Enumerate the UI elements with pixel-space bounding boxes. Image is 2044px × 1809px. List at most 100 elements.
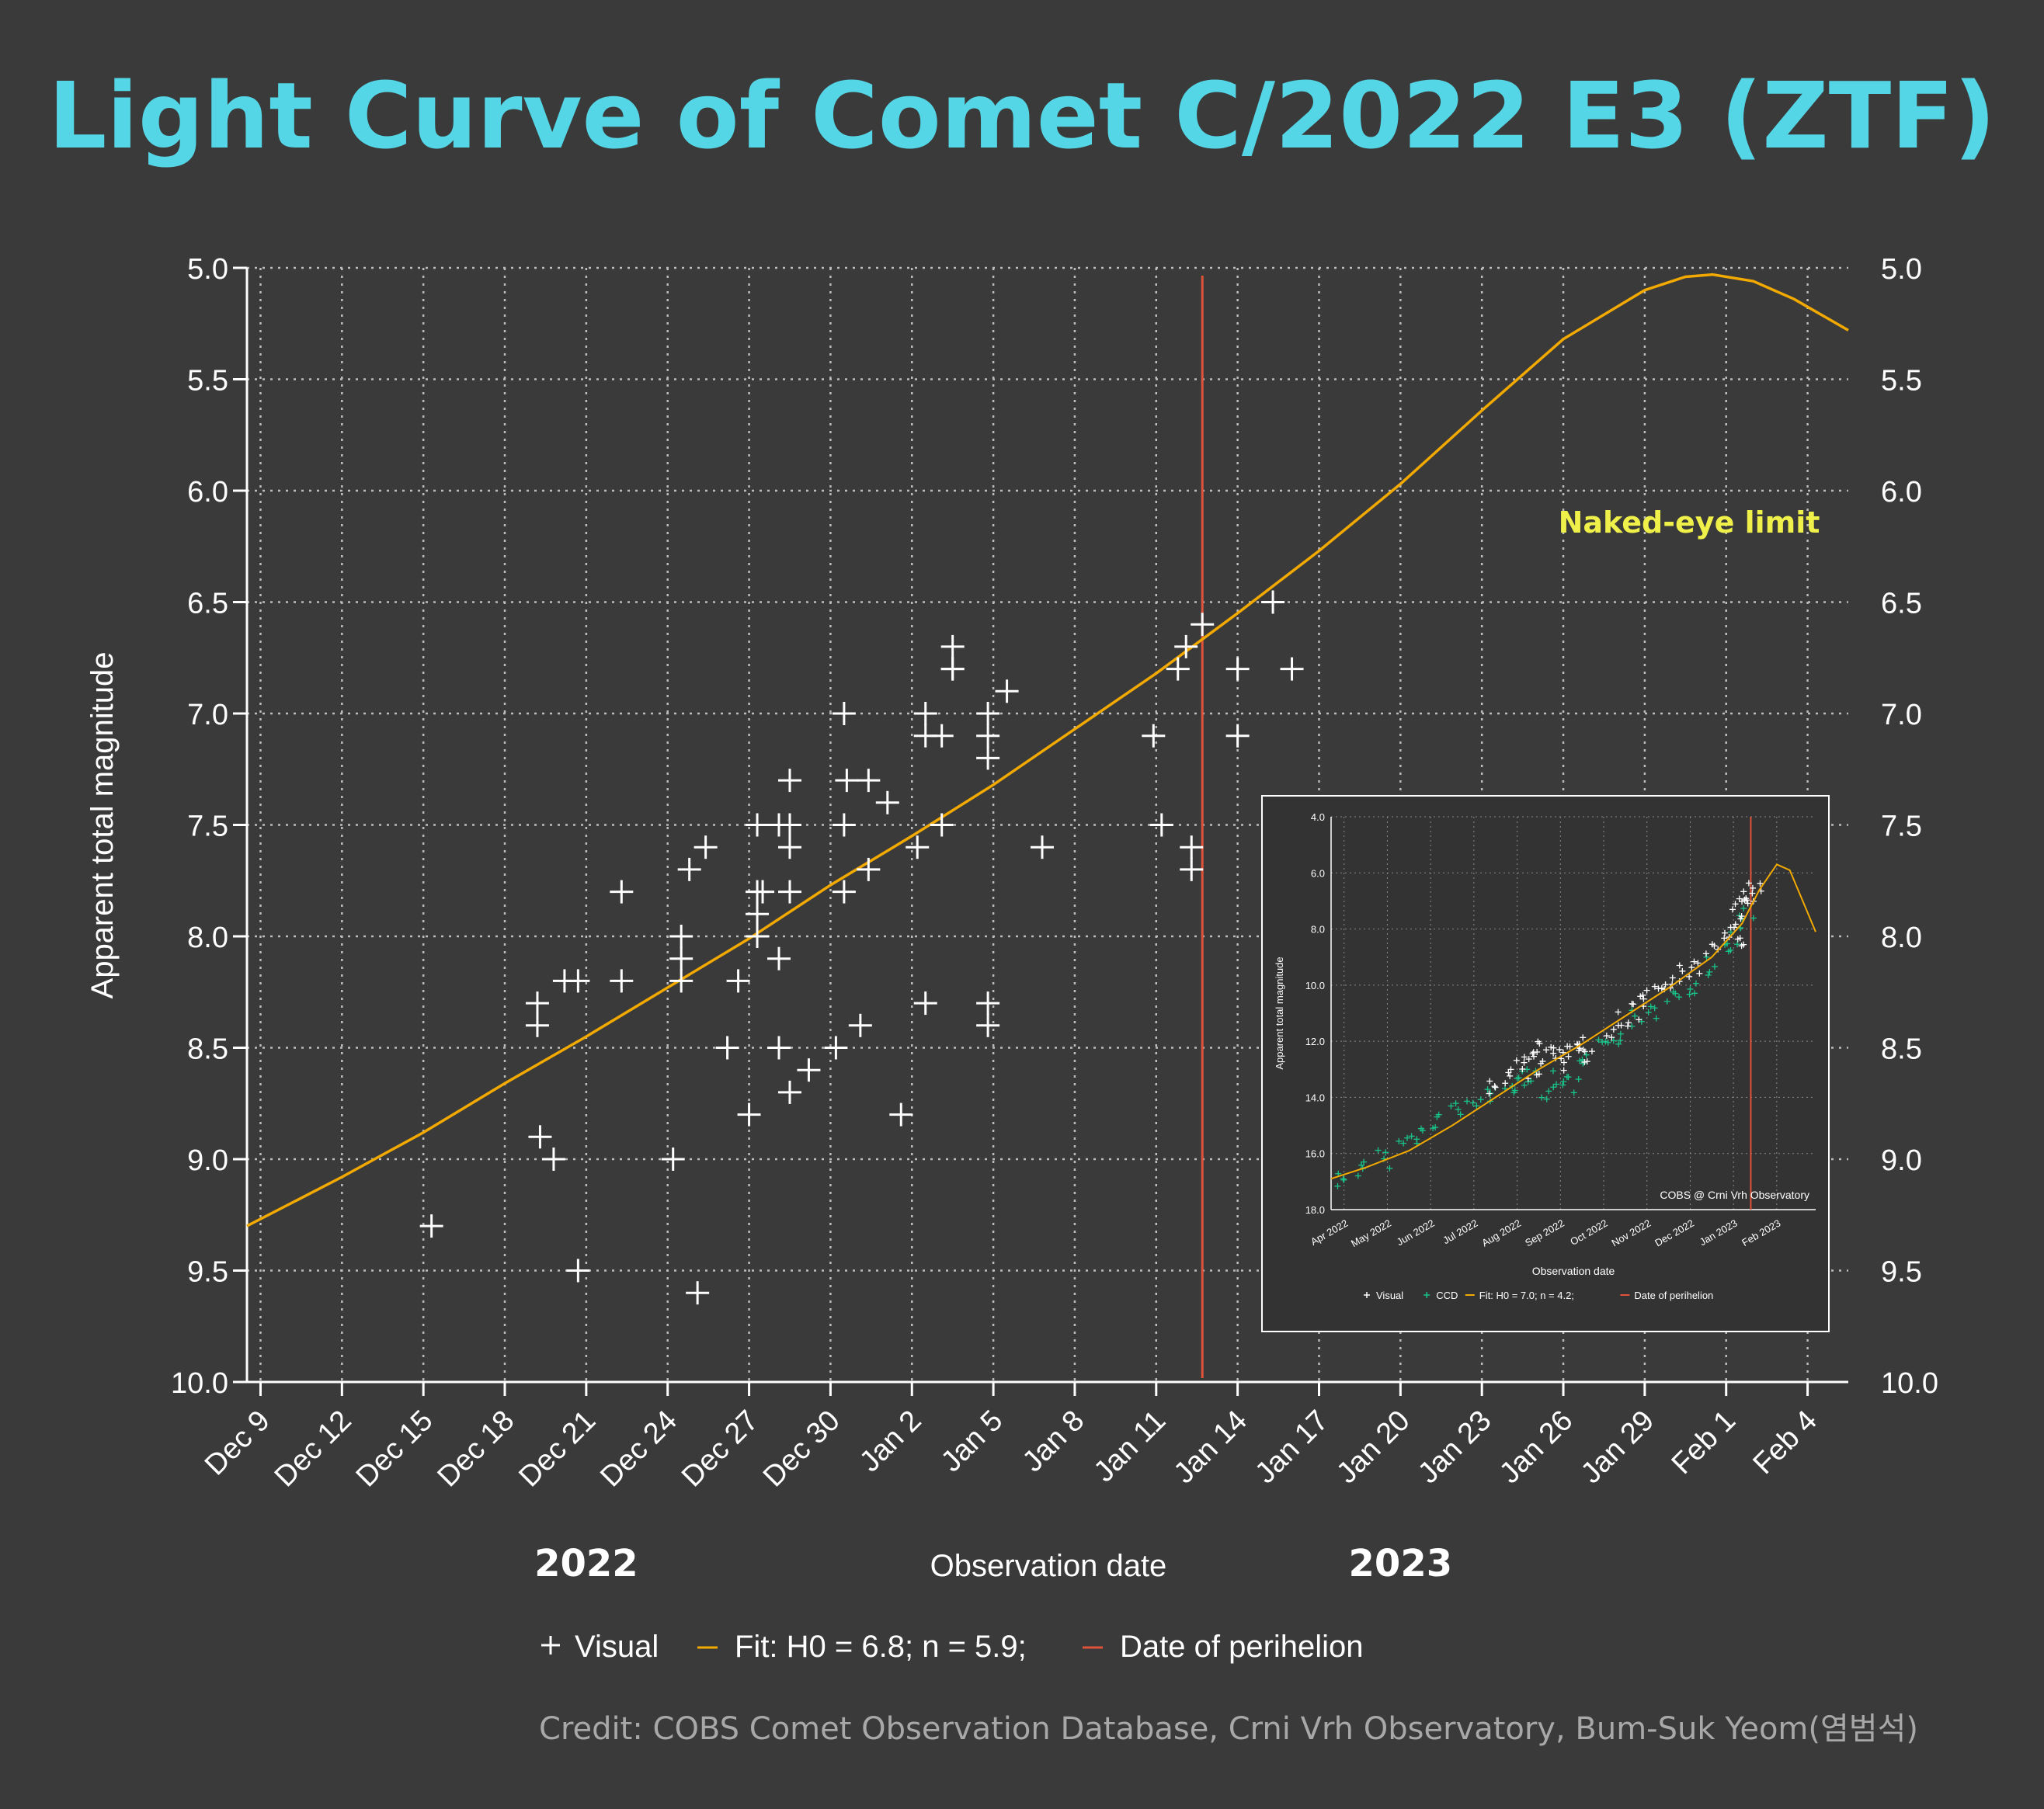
inset-visual-point xyxy=(1729,906,1736,913)
fit-curve xyxy=(246,273,1849,1227)
inset-ccd-point xyxy=(1617,1036,1624,1043)
inset-ccd-point xyxy=(1448,1102,1455,1109)
inset-legend-marker xyxy=(1424,1292,1430,1298)
visual-point xyxy=(1166,657,1190,681)
inset-visual-point xyxy=(1737,915,1744,922)
inset-visual-point xyxy=(1757,880,1764,887)
y-tick-label-right: 9.0 xyxy=(1881,1144,1922,1177)
inset-visual-point xyxy=(1507,1072,1514,1079)
inset-ccd-point xyxy=(1663,998,1670,1005)
visual-point xyxy=(746,902,770,926)
inset-visual-point xyxy=(1550,1050,1557,1057)
y-axis-label: Apparent total magnitude xyxy=(85,652,120,999)
inset-visual-point xyxy=(1676,962,1683,969)
inset-visual-point xyxy=(1580,1047,1587,1054)
visual-point xyxy=(525,1013,549,1037)
inset-ccd-point xyxy=(1706,968,1713,975)
inset-ccd-point xyxy=(1484,1086,1491,1093)
inset-x-axis-label: Observation date xyxy=(1532,1265,1615,1277)
visual-point xyxy=(930,813,954,837)
inset-ccd-point xyxy=(1340,1175,1347,1182)
inset-ccd-point xyxy=(1361,1158,1368,1165)
visual-point xyxy=(797,1058,821,1082)
visual-point xyxy=(913,702,937,725)
inset-visual-point xyxy=(1732,901,1739,908)
inset-visual-point xyxy=(1603,1033,1610,1040)
year-labels: 2022 2023 xyxy=(534,1542,1452,1585)
visual-point xyxy=(1174,634,1198,658)
inset-visual-point xyxy=(1580,1034,1587,1041)
inset-ccd-point xyxy=(1375,1147,1382,1154)
inset-ccd-point xyxy=(1553,1081,1560,1088)
inset-visual-point xyxy=(1525,1056,1532,1063)
inset-ccd-point xyxy=(1705,971,1712,978)
inset-ccd-point xyxy=(1676,994,1683,1001)
inset-ccd-point xyxy=(1610,1037,1617,1044)
inset-credit: COBS @ Crni Vrh Observatory xyxy=(1660,1189,1809,1201)
visual-point xyxy=(694,835,718,859)
inset-visual-point xyxy=(1749,884,1756,891)
inset-ccd-point xyxy=(1595,1036,1602,1043)
inset-visual-point xyxy=(1535,1071,1542,1078)
inset-visual-point xyxy=(1651,983,1658,990)
inset-ccd-point xyxy=(1469,1099,1476,1106)
inset-ccd-point xyxy=(1686,991,1693,998)
inset-y-tick-label: 10.0 xyxy=(1305,980,1325,991)
inset-ccd-point xyxy=(1419,1127,1426,1134)
inset-ccd-point xyxy=(1563,1073,1570,1080)
inset-ccd-point xyxy=(1334,1182,1341,1189)
inset-visual-point xyxy=(1640,995,1647,1002)
inset-ccd-point xyxy=(1750,915,1757,922)
inset-fit-curve xyxy=(1330,863,1816,1180)
visual-point xyxy=(528,1125,552,1149)
inset-legend-label: CCD xyxy=(1436,1290,1458,1301)
y-tick-label-right: 10.0 xyxy=(1881,1367,1938,1400)
inset-visual-point xyxy=(1740,888,1747,895)
inset-visual-point xyxy=(1669,974,1676,981)
year-label: 2022 xyxy=(534,1542,638,1585)
inset-ccd-point xyxy=(1354,1172,1361,1179)
inset-ccd-point xyxy=(1464,1098,1471,1105)
y-tick-label-right: 8.5 xyxy=(1881,1033,1922,1066)
inset-visual-point xyxy=(1550,1044,1557,1051)
y-axis-left-ticks: 5.0 5.5 6.0 6.5 7.0 7.5 8.0 8.5 9.0 9.5 10.0 xyxy=(171,253,247,1400)
inset-ccd-point xyxy=(1583,1051,1590,1058)
y-tick-label-right: 7.0 xyxy=(1881,699,1922,731)
inset-y-tick-label: 14.0 xyxy=(1305,1092,1325,1103)
inset-visual-point xyxy=(1696,970,1703,977)
inset-ccd-point xyxy=(1559,1082,1566,1089)
inset-visual-point xyxy=(1521,1054,1528,1061)
y-tick-label: 5.5 xyxy=(187,365,228,398)
inset-visual-point xyxy=(1566,1043,1573,1050)
visual-point xyxy=(875,790,899,814)
inset-ccd-point xyxy=(1647,1003,1654,1010)
inset-ccd-point xyxy=(1404,1134,1411,1141)
visual-point xyxy=(848,1013,872,1037)
visual-point xyxy=(751,880,775,904)
visual-point xyxy=(857,857,881,881)
inset-visual-point xyxy=(1529,1050,1536,1057)
inset-legend-label: Visual xyxy=(1376,1290,1403,1301)
visual-point xyxy=(777,835,801,859)
inset-legend-label: Date of perihelion xyxy=(1634,1290,1713,1301)
inset-ccd-point xyxy=(1580,1060,1587,1067)
inset-ccd-point xyxy=(1357,1161,1364,1168)
inset-visual-point xyxy=(1507,1066,1514,1073)
inset-y-tick-label: 4.0 xyxy=(1311,811,1325,823)
inset-ccd-point xyxy=(1672,990,1679,997)
visual-point xyxy=(824,1036,848,1060)
inset-visual-point xyxy=(1721,935,1728,942)
inset-ccd-point xyxy=(1645,1009,1652,1016)
visual-point xyxy=(669,969,694,993)
inset-visual-point xyxy=(1491,1083,1498,1090)
credit-text: Credit: COBS Comet Observation Database,… xyxy=(539,1711,1918,1747)
visual-point xyxy=(1280,657,1304,681)
inset-ccd-point xyxy=(1575,1076,1582,1083)
visual-point xyxy=(669,925,694,948)
visual-point xyxy=(930,724,954,748)
inset-ccd-point xyxy=(1727,946,1734,953)
visual-point xyxy=(832,880,856,904)
visual-point xyxy=(669,946,694,970)
